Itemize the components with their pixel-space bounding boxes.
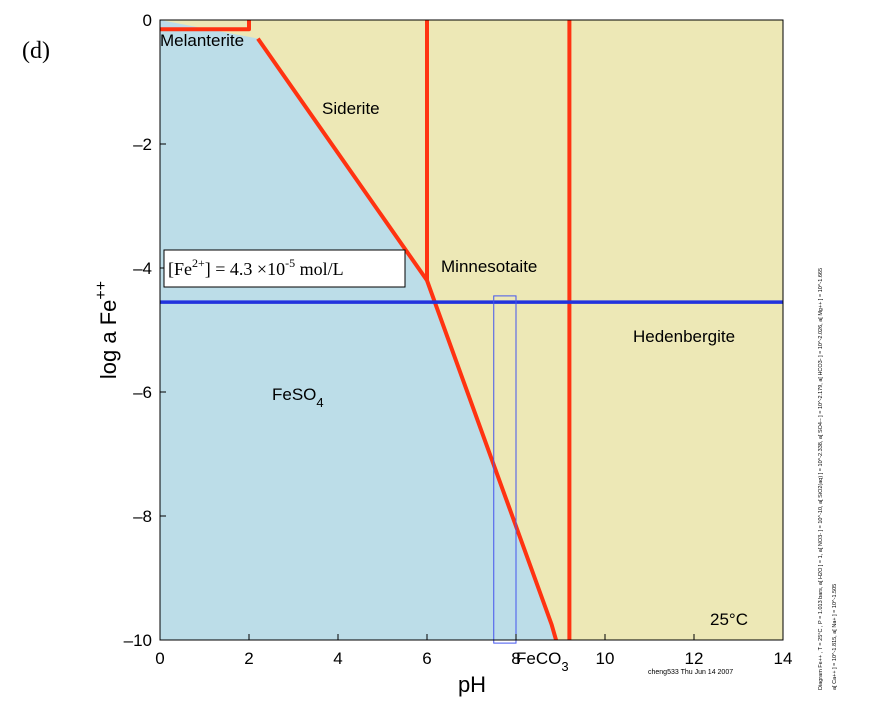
y-axis-label-sup: ++ — [93, 281, 110, 300]
x-tick-label: 2 — [244, 649, 253, 668]
conditions: a[ Ca++ ] = 10^-1.815, a[ Na+ ] = 10^-1.… — [832, 584, 838, 690]
x-axis-label: pH — [458, 672, 486, 697]
y-tick-label: –8 — [133, 507, 152, 526]
y-tick-label: –6 — [133, 383, 152, 402]
region-label: FeSO4 — [272, 385, 324, 410]
region-label: Siderite — [322, 99, 380, 118]
footer: cheng533 Thu Jun 14 2007 — [648, 669, 733, 676]
region-sub: 4 — [316, 395, 323, 410]
boundary-line — [256, 37, 558, 641]
x-tick-label: 12 — [685, 649, 704, 668]
x-tick-label: 0 — [155, 649, 164, 668]
plot-frame — [159, 19, 784, 641]
y-axis-label: log a Fe++ — [93, 281, 121, 379]
x-tick-label: 14 — [774, 649, 793, 668]
x-tick-label: 10 — [596, 649, 615, 668]
x-tick-label: 8 — [511, 649, 520, 668]
region-label: FeCO3 — [516, 649, 569, 674]
conditions: Diagram Fe++ , T = 25°C , P = 1.013 bars… — [818, 268, 824, 690]
y-axis-label-text: log a Fe — [96, 300, 121, 380]
y-tick-label: –10 — [124, 631, 152, 650]
temperature-label: 25°C — [710, 610, 748, 629]
annotation-part: [Fe — [168, 259, 192, 279]
annotation-box — [163, 249, 406, 288]
y-tick-label: –4 — [133, 259, 152, 278]
x-tick-label: 4 — [333, 649, 342, 668]
window-box — [493, 295, 517, 644]
region-label: Melanterite — [160, 31, 244, 50]
plot-area — [159, 19, 784, 644]
annotation: [Fe2+] = 4.3 ×10-5 mol/L — [168, 256, 344, 279]
region-label: Hedenbergite — [633, 327, 735, 346]
panel-label: (d) — [22, 38, 50, 64]
annotation-sup: -5 — [285, 256, 295, 270]
region-sub: 3 — [561, 659, 568, 674]
region-name: FeCO — [516, 649, 561, 668]
region-name: FeSO — [272, 385, 316, 404]
region-fill — [160, 20, 557, 640]
y-tick-label: 0 — [143, 11, 152, 30]
boundary-line — [160, 20, 251, 32]
y-tick-label: –2 — [133, 135, 152, 154]
x-tick-label: 6 — [422, 649, 431, 668]
region-label: Minnesotaite — [441, 257, 537, 276]
annotation-part: ] = 4.3 ×10 — [205, 259, 285, 279]
annotation-part: mol/L — [295, 259, 344, 279]
annotation-sup: 2+ — [192, 256, 205, 270]
